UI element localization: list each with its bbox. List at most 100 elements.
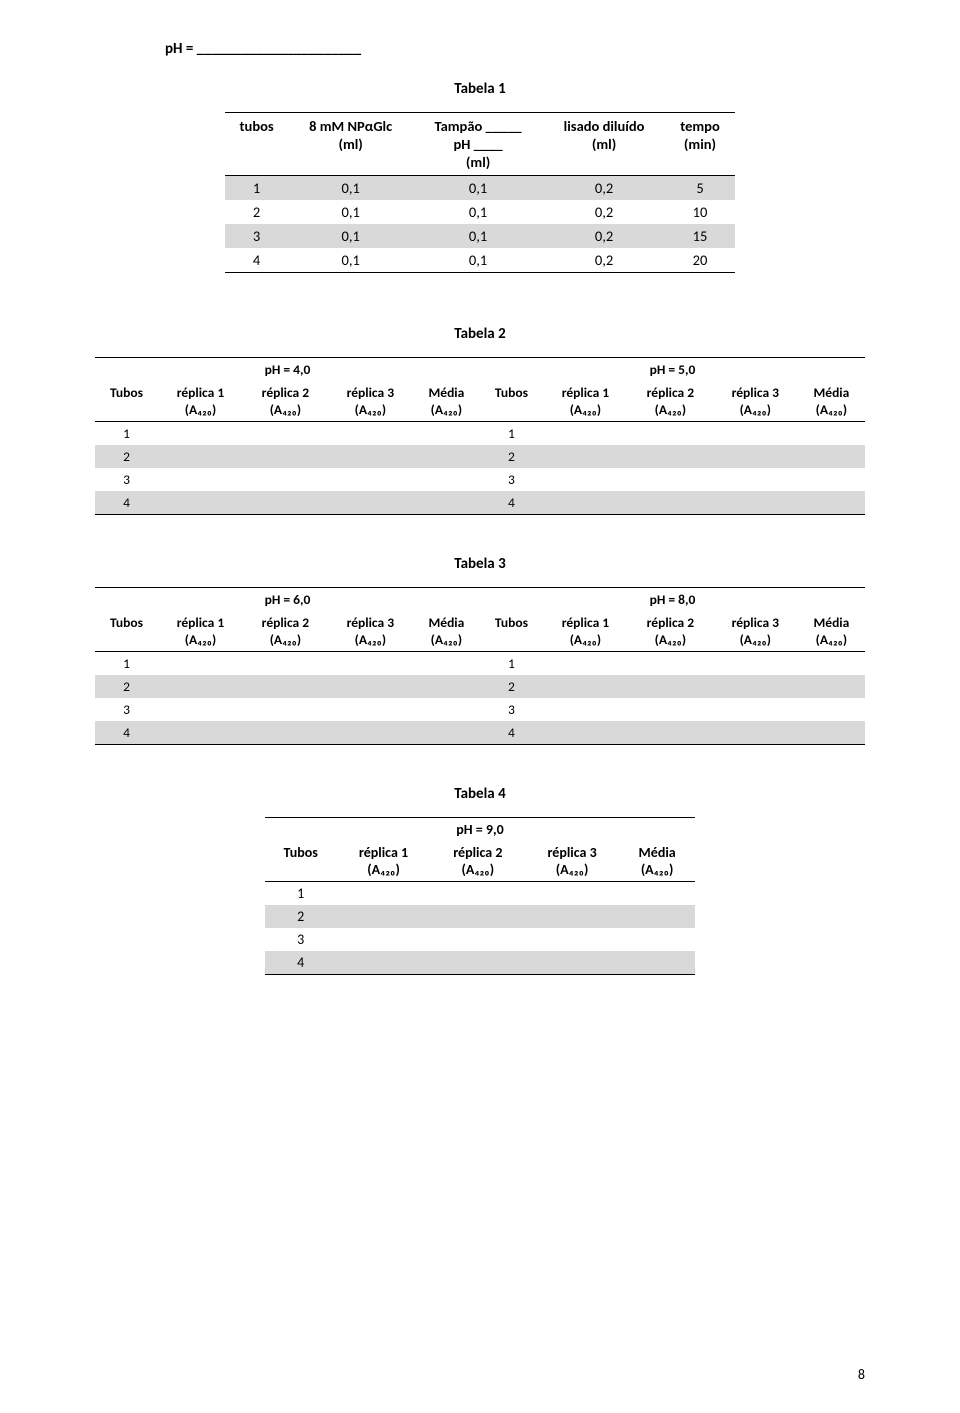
table1-cell: 5	[665, 176, 735, 201]
wide-table-cell	[328, 698, 413, 721]
wide-table-ph-right: pH = 8,0	[480, 588, 865, 612]
table1-cell: 10	[665, 200, 735, 224]
table4-cell	[336, 905, 430, 928]
wide-table-cell	[543, 445, 628, 468]
wide-table-rowlabel-left: 1	[95, 652, 158, 676]
wide-table-col-header: réplica 1(A₄₂₀)	[543, 611, 628, 652]
wide-table-col-header: réplica 1(A₄₂₀)	[158, 611, 243, 652]
wide-table-cell	[413, 468, 480, 491]
wide-table-cell	[328, 652, 413, 676]
wide-table-rowlabel-left: 4	[95, 491, 158, 515]
wide-table-cell	[628, 468, 713, 491]
table4-cell	[336, 928, 430, 951]
page: pH = ______________________ Tabela 1 tub…	[0, 0, 960, 1413]
table4-cell	[431, 951, 525, 975]
wide-table-cell	[543, 721, 628, 745]
wide-table-rowlabel-right: 2	[480, 675, 543, 698]
table4-body: 1234	[265, 882, 695, 975]
wide-table-col-header: réplica 1(A₄₂₀)	[543, 381, 628, 422]
wide-table-col-header: réplica 3(A₄₂₀)	[713, 611, 798, 652]
table4-cell	[619, 928, 695, 951]
table1-cell: 0,1	[288, 224, 413, 248]
wide-table-cell	[798, 422, 865, 446]
wide-table-cell	[243, 445, 328, 468]
wide-table: pH = 6,0pH = 8,0Tubosréplica 1(A₄₂₀)répl…	[95, 587, 865, 745]
table1-cell: 15	[665, 224, 735, 248]
table4-cell	[619, 882, 695, 906]
wide-table-cell	[628, 698, 713, 721]
wide-table-cell	[798, 468, 865, 491]
wide-table-cell	[413, 422, 480, 446]
wide-table-cell	[628, 491, 713, 515]
wide-table-rowlabel-left: 3	[95, 468, 158, 491]
wide-table-rowlabel-right: 4	[480, 491, 543, 515]
wide-table-col-header: réplica 2(A₄₂₀)	[243, 381, 328, 422]
wide-table-cell	[713, 468, 798, 491]
table1-cell: 0,2	[543, 200, 665, 224]
wide-table-rowlabel-right: 4	[480, 721, 543, 745]
table4-col-header: réplica 2(A₄₂₀)	[431, 841, 525, 882]
wide-table-cell	[158, 652, 243, 676]
wide-table-cell	[628, 445, 713, 468]
table1-cell: 0,1	[413, 200, 543, 224]
wide-table-col-header: Tubos	[95, 381, 158, 422]
wide-table-col-header: Tubos	[95, 611, 158, 652]
table1-cell: 3	[225, 224, 288, 248]
wide-table-ph-left: pH = 4,0	[95, 358, 480, 382]
table4-cell	[431, 905, 525, 928]
table1-caption: Tabela 1	[95, 80, 865, 98]
table1-cell: 0,1	[288, 248, 413, 273]
table4-cell	[525, 951, 619, 975]
wide-table: pH = 4,0pH = 5,0Tubosréplica 1(A₄₂₀)répl…	[95, 357, 865, 515]
wide-table-cell	[713, 422, 798, 446]
table4-head: pH = 9,0Tubosréplica 1(A₄₂₀)réplica 2(A₄…	[265, 818, 695, 882]
wide-table-cell	[158, 698, 243, 721]
wide-table-cell	[158, 445, 243, 468]
table4-cell	[525, 905, 619, 928]
table4-caption: Tabela 4	[95, 785, 865, 803]
wide-table-cell	[798, 721, 865, 745]
wide-table-cell	[328, 675, 413, 698]
wide-table-cell	[158, 468, 243, 491]
wide-table-cell	[328, 445, 413, 468]
page-number: 8	[858, 1366, 865, 1383]
table1-cell: 20	[665, 248, 735, 273]
table4-cell	[619, 951, 695, 975]
wide-table-cell	[243, 652, 328, 676]
wide-table-rowlabel-right: 1	[480, 652, 543, 676]
wide-table-cell	[628, 721, 713, 745]
wide-table-cell	[543, 698, 628, 721]
table4-col-header: réplica 1(A₄₂₀)	[336, 841, 430, 882]
wide-table-cell	[328, 468, 413, 491]
table1-cell: 0,1	[413, 176, 543, 201]
wide-table-cell	[543, 675, 628, 698]
wide-table-cell	[243, 491, 328, 515]
table4-cell	[336, 951, 430, 975]
wide-table-cell	[713, 698, 798, 721]
table4-cell	[431, 882, 525, 906]
wide-table-cell	[158, 422, 243, 446]
wide-table-col-header: réplica 3(A₄₂₀)	[713, 381, 798, 422]
table4-cell	[336, 882, 430, 906]
wide-table-col-header: Média(A₄₂₀)	[798, 381, 865, 422]
table4-col-header: Média(A₄₂₀)	[619, 841, 695, 882]
table4-col-header: réplica 3(A₄₂₀)	[525, 841, 619, 882]
table1-cell: 0,1	[413, 248, 543, 273]
wide-table-cell	[413, 445, 480, 468]
wide-table-rowlabel-left: 4	[95, 721, 158, 745]
wide-table-cell	[413, 491, 480, 515]
wide-table-caption: Tabela 2	[95, 325, 865, 343]
table4-cell	[525, 882, 619, 906]
wide-table-cell	[543, 468, 628, 491]
table1-cell: 4	[225, 248, 288, 273]
table1-cell: 0,2	[543, 176, 665, 201]
wide-table-col-header: réplica 1(A₄₂₀)	[158, 381, 243, 422]
wide-table-cell	[628, 652, 713, 676]
wide-table-cell	[713, 652, 798, 676]
table4-cell	[619, 905, 695, 928]
table4-col-header: Tubos	[265, 841, 336, 882]
wide-table-col-header: Tubos	[480, 611, 543, 652]
wide-table-cell	[243, 698, 328, 721]
table1-cell: 0,2	[543, 248, 665, 273]
wide-table-cell	[243, 468, 328, 491]
